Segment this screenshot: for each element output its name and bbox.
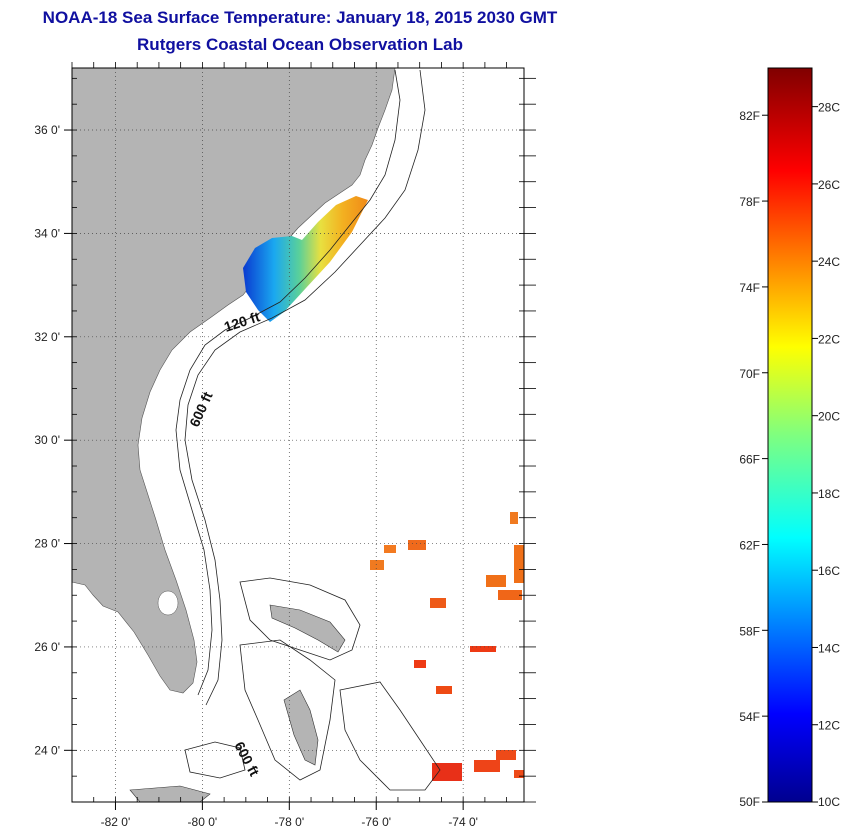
map-title: NOAA-18 Sea Surface Temperature: January… — [42, 8, 558, 27]
map-subtitle: Rutgers Coastal Ocean Observation Lab — [137, 35, 463, 54]
colorbar-f-label: 74F — [739, 281, 760, 295]
sst-offshore-patches — [370, 512, 524, 781]
colorbar-c-label: 18C — [818, 487, 840, 501]
colorbar-f-label: 66F — [739, 453, 760, 467]
colorbar-f-label: 70F — [739, 367, 760, 381]
lat-tick-label: 30 0' — [34, 433, 60, 447]
colorbar-c-label: 16C — [818, 564, 840, 578]
colorbar-f-label: 78F — [739, 195, 760, 209]
colorbar-c-label: 10C — [818, 795, 840, 809]
lon-tick-label: -80 0' — [188, 815, 218, 829]
colorbar-ticks: 28C 26C 24C 22C 20C 18C 16C 14C 12C 10C 82F 78F 74F 7… — [739, 101, 840, 809]
colorbar — [767, 67, 813, 803]
colorbar-f-label: 50F — [739, 795, 760, 809]
sst-coastal-swath — [243, 196, 368, 322]
colorbar-f-label: 58F — [739, 624, 760, 638]
colorbar-c-label: 12C — [818, 719, 840, 733]
lake-okeechobee — [157, 590, 179, 616]
lon-tick-label: -76 0' — [361, 815, 391, 829]
colorbar-f-label: 54F — [739, 710, 760, 724]
colorbar-f-label: 82F — [739, 109, 760, 123]
colorbar-f-label: 62F — [739, 538, 760, 552]
lat-tick-label: 32 0' — [34, 330, 60, 344]
lon-tick-label: -82 0' — [101, 815, 131, 829]
bahamas-islands — [129, 604, 346, 803]
lat-lon-grid — [72, 68, 524, 802]
lat-tick-label: 34 0' — [34, 226, 60, 240]
colorbar-c-label: 26C — [818, 178, 840, 192]
lat-tick-label: 28 0' — [34, 537, 60, 551]
lon-tick-label: -74 0' — [448, 815, 478, 829]
colorbar-c-label: 22C — [818, 332, 840, 346]
colorbar-c-label: 24C — [818, 255, 840, 269]
land-mass — [71, 67, 396, 694]
colorbar-c-label: 28C — [818, 101, 840, 115]
lat-tick-label: 36 0' — [34, 123, 60, 137]
lat-tick-label: 24 0' — [34, 743, 60, 757]
lon-tick-label: -78 0' — [274, 815, 304, 829]
map-frame — [71, 67, 525, 803]
lat-tick-label: 26 0' — [34, 640, 60, 654]
colorbar-c-label: 20C — [818, 410, 840, 424]
isobath-contours — [175, 69, 441, 791]
colorbar-c-label: 14C — [818, 641, 840, 655]
map-axes: -82 0' -80 0' -78 0' -76 0' -74 0' 36 0' 34 0'… — [34, 62, 536, 829]
